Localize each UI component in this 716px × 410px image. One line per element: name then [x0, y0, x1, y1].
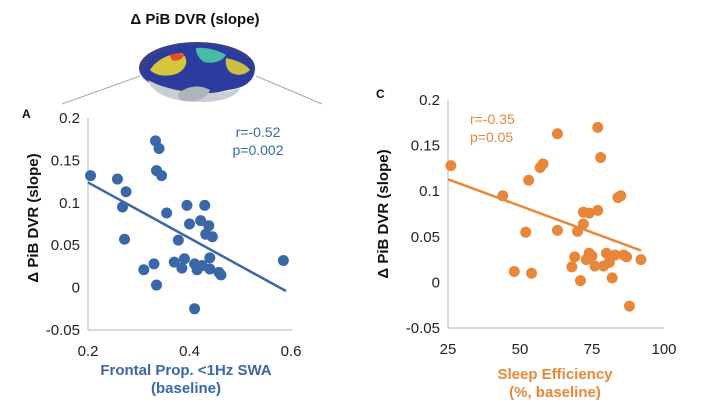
a-data-point	[184, 218, 195, 230]
a-y-tick-label: 0.2	[59, 110, 80, 127]
a-y-tick-label: 0	[72, 280, 80, 297]
c-data-point	[615, 190, 627, 202]
c-data-point	[621, 251, 633, 263]
panel-c-stat-r: r=-0.35	[470, 111, 515, 127]
callout-line-left	[61, 75, 141, 105]
a-y-tick-label: 0.05	[51, 237, 80, 254]
panel-a: A Δ PiB DVR (slope) 0.2 0.15 0.1 0.05 0 -0.05…	[22, 107, 301, 397]
c-data-point	[574, 275, 586, 287]
c-data-point	[583, 207, 595, 219]
figure-title: Δ PiB DVR (slope)	[130, 11, 259, 28]
a-data-point	[199, 199, 211, 211]
c-y-tick-label: 0.05	[411, 229, 440, 246]
a-data-point	[178, 253, 190, 265]
panel-a-x-axis-title-line1: Frontal Prop. <1Hz SWA	[100, 362, 271, 379]
a-data-point	[148, 258, 160, 270]
c-data-point	[508, 265, 520, 277]
c-data-point	[537, 158, 549, 170]
panel-c-label: C	[376, 87, 385, 101]
a-data-point	[151, 279, 163, 291]
a-data-point	[138, 264, 150, 276]
panel-c-y-axis-title: Δ PiB DVR (slope)	[375, 149, 392, 278]
brain-illustration	[139, 42, 255, 102]
panel-a-stat-p: p=0.002	[233, 142, 284, 158]
c-data-point	[592, 204, 604, 216]
c-x-tick-label: 50	[512, 341, 529, 358]
panel-c-trend-line	[447, 178, 642, 252]
panel-c-x-axis-title-line2: (%, baseline)	[509, 384, 601, 401]
c-y-tick-label: -0.05	[406, 320, 440, 337]
a-y-tick-label: 0.15	[51, 152, 80, 169]
c-y-tick-label: 0.15	[411, 138, 440, 155]
c-data-point	[586, 250, 598, 262]
c-data-point	[569, 251, 581, 263]
a-data-point	[168, 256, 180, 268]
c-data-point	[445, 160, 457, 172]
c-data-point	[595, 151, 607, 163]
panel-a-trend-line	[87, 181, 287, 293]
c-data-point	[551, 128, 563, 140]
a-data-point	[120, 186, 132, 198]
panel-c: C Δ PiB DVR (slope) 0.2 0.15 0.1 0.05 0 -0.05…	[375, 87, 677, 401]
a-x-tick-label: 0.2	[78, 343, 99, 360]
a-x-tick-label: 0.4	[179, 343, 200, 360]
c-y-tick-label: 0.1	[419, 183, 440, 200]
c-x-tick-label: 25	[440, 341, 457, 358]
panel-c-x-axis-title-line1: Sleep Efficiency	[497, 366, 613, 383]
c-x-tick-label: 75	[584, 341, 601, 358]
callout-line-right	[255, 75, 323, 105]
a-data-point	[195, 215, 207, 227]
a-data-point	[176, 262, 188, 274]
a-y-tick-label: 0.1	[59, 195, 80, 212]
a-data-point	[203, 220, 215, 232]
c-data-point	[635, 254, 647, 266]
a-data-point	[85, 170, 97, 182]
a-data-point	[215, 269, 227, 281]
c-data-point	[600, 247, 612, 259]
a-data-point	[189, 303, 201, 315]
c-y-tick-label: 0	[432, 274, 440, 291]
c-data-point	[520, 226, 532, 238]
panel-a-label: A	[22, 107, 31, 121]
c-data-point	[606, 272, 618, 284]
panel-a-y-axis-title: Δ PiB DVR (slope)	[25, 153, 42, 282]
c-data-point	[609, 249, 621, 261]
c-data-point	[566, 261, 578, 273]
a-data-point	[181, 199, 193, 211]
c-data-point	[592, 121, 604, 133]
panel-a-x-axis-title-line2: (baseline)	[151, 380, 221, 397]
c-x-tick-label: 100	[651, 341, 676, 358]
c-data-point	[551, 224, 563, 236]
c-data-point	[523, 174, 535, 186]
a-data-point	[156, 170, 168, 182]
a-data-point	[204, 252, 216, 264]
a-data-point	[111, 173, 123, 185]
a-data-point	[204, 263, 216, 275]
a-data-point	[153, 143, 165, 155]
c-data-point	[623, 300, 635, 312]
a-data-point	[119, 233, 131, 245]
c-data-point	[589, 260, 601, 272]
a-y-tick-label: -0.05	[46, 322, 80, 339]
c-data-point	[577, 218, 589, 230]
a-data-point	[161, 207, 173, 219]
c-y-tick-label: 0.2	[419, 92, 440, 109]
panel-c-stat-p: p=0.05	[470, 129, 513, 145]
panel-a-stat-r: r=-0.52	[236, 124, 281, 140]
a-data-point	[172, 234, 184, 246]
c-data-point	[526, 267, 538, 279]
a-data-point	[206, 231, 218, 243]
a-data-point	[277, 254, 289, 266]
a-x-tick-label: 0.6	[281, 343, 302, 360]
